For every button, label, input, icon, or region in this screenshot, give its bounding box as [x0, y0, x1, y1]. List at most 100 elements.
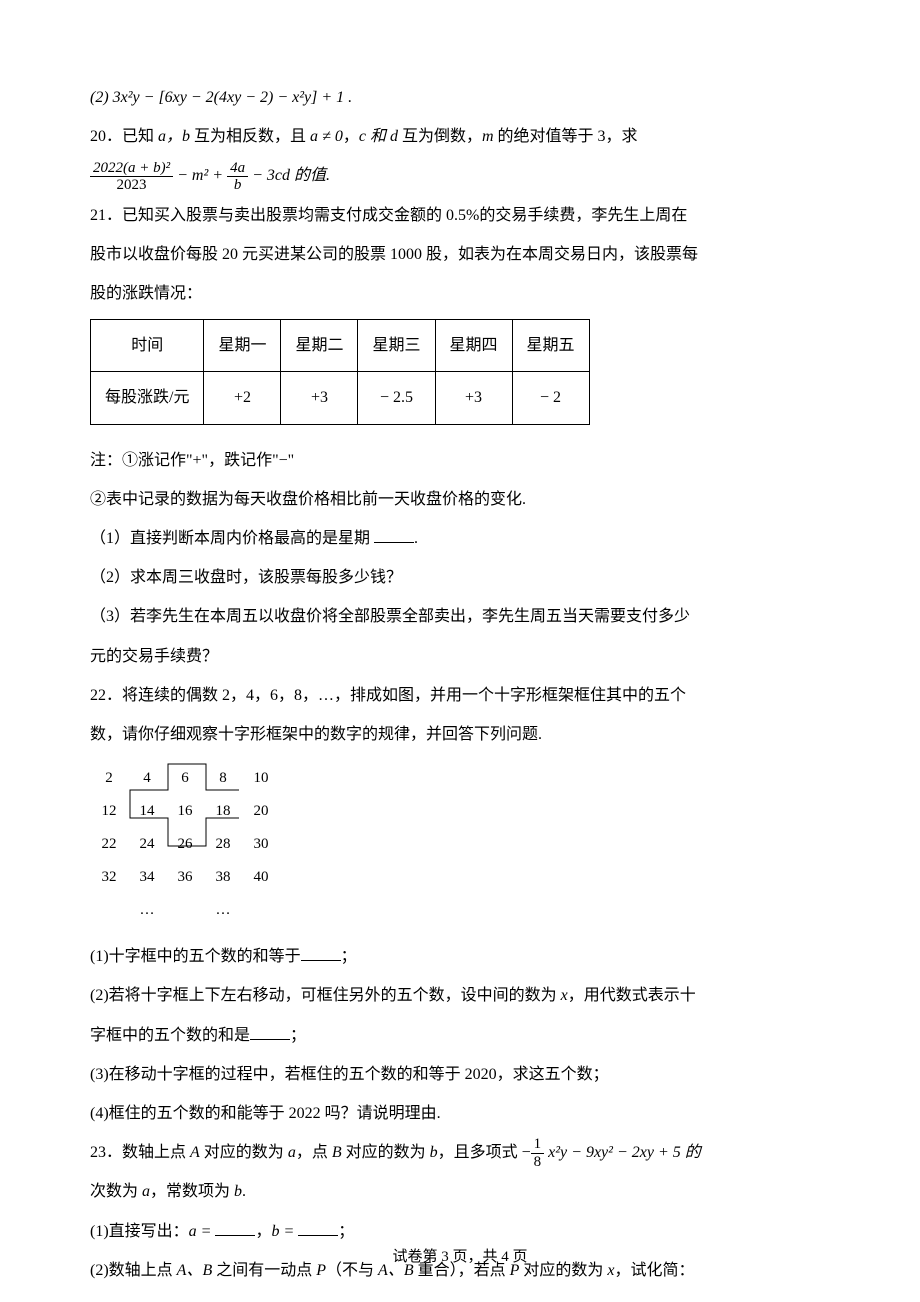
q22-intro2: 数，请你仔细观察十字形框架中的数字的规律，并回答下列问题. — [90, 717, 830, 752]
q23-l2-b: b — [234, 1183, 242, 1200]
q23-p1a: (1)直接写出： — [90, 1223, 189, 1240]
th-d1: 星期一 — [204, 320, 281, 372]
cal-cell: 2 — [90, 762, 128, 795]
q20-end: 的绝对值等于 3，求 — [494, 128, 638, 145]
cal-row: 2224262830 — [90, 828, 280, 861]
q23-l1b: 对应的数为 — [200, 1144, 288, 1161]
th-d5: 星期五 — [512, 320, 589, 372]
q20-m1: 互为相反数，且 — [190, 128, 310, 145]
q21-p1-end: . — [414, 530, 418, 547]
cal-cell: 8 — [204, 762, 242, 795]
q22-p2a: (2)若将十字框上下左右移动，可框住另外的五个数，设中间的数为 x，用代数式表示… — [90, 978, 830, 1013]
q20-cd: c 和 d — [359, 128, 398, 145]
q22-p2a-text: (2)若将十字框上下左右移动，可框住另外的五个数，设中间的数为 — [90, 987, 561, 1004]
page-footer: 试卷第 3 页，共 4 页 — [0, 1241, 920, 1274]
td-v2: +3 — [281, 372, 358, 424]
cal-cell: 40 — [242, 861, 280, 894]
cal-cell: 14 — [128, 795, 166, 828]
blank-fill — [298, 1220, 338, 1236]
cal-cell: 28 — [204, 828, 242, 861]
td-v5: − 2 — [512, 372, 589, 424]
q22-p1-text: (1)十字框中的五个数的和等于 — [90, 948, 301, 965]
q20-m3: 互为倒数， — [398, 128, 482, 145]
calendar-table: 246810 1214161820 2224262830 3234363840 … — [90, 762, 280, 927]
th-time: 时间 — [91, 320, 204, 372]
q23-l1c: ，点 — [296, 1144, 332, 1161]
cal-cell: 24 — [128, 828, 166, 861]
cal-cell: 30 — [242, 828, 280, 861]
q20-m2: ， — [343, 128, 359, 145]
cal-cell: 32 — [90, 861, 128, 894]
cal-cell: 22 — [90, 828, 128, 861]
q20-ab: a，b — [158, 128, 190, 145]
q22-p2-x: x — [561, 987, 568, 1004]
blank-fill — [301, 945, 341, 961]
cal-row: 3234363840 — [90, 861, 280, 894]
blank-fill — [215, 1220, 255, 1236]
q22-p3: (3)在移动十字框的过程中，若框住的五个数的和等于 2020，求这五个数； — [90, 1057, 830, 1092]
q23-B: B — [332, 1144, 342, 1161]
blank-fill — [250, 1024, 290, 1040]
q23-l2: 次数为 a，常数项为 b. — [90, 1174, 830, 1209]
q23-frac-num: 1 — [531, 1136, 545, 1154]
q23-l1d: 对应的数为 — [342, 1144, 430, 1161]
q23-l2c: . — [242, 1183, 246, 1200]
cal-ellipsis: … — [204, 894, 242, 927]
q20-line1: 20．已知 a，b 互为相反数，且 a ≠ 0，c 和 d 互为倒数，m 的绝对… — [90, 119, 830, 154]
table-row: 每股涨跌/元 +2 +3 − 2.5 +3 − 2 — [91, 372, 590, 424]
q21-p1-text: （1）直接判断本周内价格最高的是星期 — [90, 530, 374, 547]
q21-p1: （1）直接判断本周内价格最高的是星期 . — [90, 521, 830, 556]
q23-p1-mid: ， — [255, 1223, 271, 1240]
q21-note1: 注：①涨记作"+"，跌记作"−" — [90, 443, 830, 478]
q23-l1e: ，且多项式 − — [438, 1144, 531, 1161]
q23-l2a: 次数为 — [90, 1183, 142, 1200]
q23-p1-bvar: b = — [271, 1223, 294, 1240]
table-row: 时间 星期一 星期二 星期三 星期四 星期五 — [91, 320, 590, 372]
cal-cell: 16 — [166, 795, 204, 828]
th-d3: 星期三 — [358, 320, 435, 372]
q20-aneq: a ≠ 0 — [310, 128, 343, 145]
q21-p3: （3）若李先生在本周五以收盘价将全部股票全部卖出，李先生周五当天需要支付多少 — [90, 599, 830, 634]
q23-b: b — [430, 1144, 438, 1161]
q20-frac1: 2022(a + b)²2023 — [90, 160, 173, 194]
q21-note2: ②表中记录的数据为每天收盘价格相比前一天收盘价格的变化. — [90, 482, 830, 517]
td-v4: +3 — [435, 372, 512, 424]
cal-cell: 34 — [128, 861, 166, 894]
q19-part2-text: (2) 3x²y − [6xy − 2(4xy − 2) − x²y] + 1 … — [90, 89, 352, 106]
q22-p1-end: ； — [341, 948, 357, 965]
q22-p2c: 字框中的五个数的和是 ； — [90, 1018, 830, 1053]
q21-p2: （2）求本周三收盘时，该股票每股多少钱？ — [90, 560, 830, 595]
q23-frac-den: 8 — [531, 1154, 545, 1171]
q20-frac2-num: 4a — [227, 160, 248, 178]
q21-intro2: 股市以收盘价每股 20 元买进某公司的股票 1000 股，如表为在本周交易日内，… — [90, 237, 830, 272]
cal-cell: 36 — [166, 861, 204, 894]
q23-l1f: x²y − 9xy² − 2xy + 5 的 — [544, 1144, 701, 1161]
even-number-grid: 246810 1214161820 2224262830 3234363840 … — [90, 762, 830, 927]
q22-p1: (1)十字框中的五个数的和等于 ； — [90, 939, 830, 974]
q21-intro3: 股的涨跌情况： — [90, 276, 830, 311]
q19-part2: (2) 3x²y − [6xy − 2(4xy − 2) − x²y] + 1 … — [90, 80, 830, 115]
q20-frac1-num: 2022(a + b)² — [90, 160, 173, 178]
q20-eend: − 3cd 的值. — [248, 167, 330, 184]
q20-frac2: 4ab — [227, 160, 248, 194]
q23-A: A — [190, 1144, 200, 1161]
cal-ellipsis: … — [128, 894, 166, 927]
q20-emid: − m² + — [173, 167, 227, 184]
q22-p2-end: ； — [290, 1027, 306, 1044]
q21-intro1: 21．已知买入股票与卖出股票均需支付成交金额的 0.5%的交易手续费，李先生上周… — [90, 198, 830, 233]
q22-p4: (4)框住的五个数的和能等于 2022 吗？请说明理由. — [90, 1096, 830, 1131]
q23-l2b: ，常数项为 — [150, 1183, 234, 1200]
q23-l1: 23．数轴上点 A 对应的数为 a，点 B 对应的数为 b，且多项式 −18 x… — [90, 1135, 830, 1170]
q23-p1-avar: a = — [189, 1223, 212, 1240]
cal-cell: 4 — [128, 762, 166, 795]
q20-pre: 20．已知 — [90, 128, 158, 145]
q22-p2b-text: ，用代数式表示十 — [568, 987, 696, 1004]
q20-m: m — [482, 128, 494, 145]
q22-p2c-text: 字框中的五个数的和是 — [90, 1027, 250, 1044]
q23-l1a: 23．数轴上点 — [90, 1144, 190, 1161]
q23-p1-end: ； — [338, 1223, 354, 1240]
q23-a: a — [288, 1144, 296, 1161]
cal-cell: 26 — [166, 828, 204, 861]
cal-cell: 12 — [90, 795, 128, 828]
cal-cell: 6 — [166, 762, 204, 795]
